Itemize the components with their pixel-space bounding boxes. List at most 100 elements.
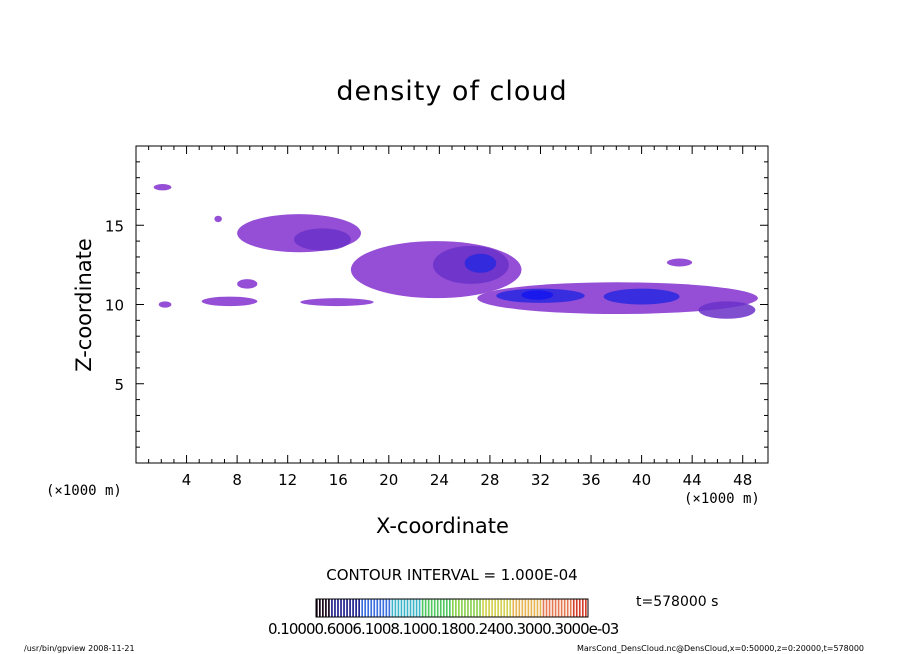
colorbar-stripe bbox=[575, 599, 578, 617]
time-label: t=578000 s bbox=[636, 594, 719, 610]
colorbar-stripe bbox=[503, 599, 506, 617]
colorbar-stripe bbox=[536, 599, 539, 617]
colorbar-stripe bbox=[458, 599, 460, 617]
cloud-region-3 bbox=[214, 215, 222, 223]
colorbar-stripe bbox=[364, 599, 367, 617]
cloud-region-0 bbox=[153, 184, 172, 191]
colorbar-stripe bbox=[400, 599, 403, 617]
colorbar-stripe bbox=[376, 599, 379, 617]
colorbar-stripe bbox=[424, 599, 427, 617]
x-tick-label: 4 bbox=[182, 471, 192, 489]
cloud-region-2 bbox=[201, 296, 258, 307]
colorbar-stripe bbox=[473, 599, 475, 617]
colorbar-stripe bbox=[476, 599, 478, 617]
colorbar-stripe bbox=[442, 599, 445, 617]
colorbar-stripe bbox=[584, 599, 587, 617]
colorbar-stripe bbox=[331, 599, 333, 617]
colorbar-tick-labels: 0.10000.6006.1008.1000.1800.2400.3000.30… bbox=[268, 620, 619, 638]
colorbar-stripe bbox=[412, 599, 415, 617]
chart-title: density of cloud bbox=[336, 76, 568, 107]
cloud-region-13 bbox=[521, 290, 554, 300]
colorbar-stripe bbox=[539, 599, 542, 617]
cloud-region-7 bbox=[300, 298, 374, 307]
colorbar-stripe bbox=[554, 599, 557, 617]
colorbar-stripe bbox=[406, 599, 409, 617]
colorbar-stripe bbox=[491, 599, 493, 617]
x-tick-label: 12 bbox=[278, 471, 297, 489]
colorbar-stripe bbox=[500, 599, 503, 617]
colorbar-stripe bbox=[340, 599, 342, 617]
colorbar-stripe bbox=[436, 599, 439, 617]
colorbar-stripe bbox=[566, 599, 569, 617]
cloud-region-16 bbox=[698, 301, 756, 319]
colorbar-stripe bbox=[358, 599, 360, 617]
colorbar-stripe bbox=[334, 599, 336, 617]
y-axis-unit-label: (×1000 m) bbox=[46, 483, 122, 499]
colorbar-stripe bbox=[316, 599, 318, 617]
colorbar-stripe bbox=[409, 599, 412, 617]
colorbar-stripe bbox=[319, 599, 321, 617]
cloud-region-6 bbox=[294, 228, 351, 251]
colorbar-stripe bbox=[482, 599, 484, 617]
colorbar-stripe bbox=[563, 599, 566, 617]
x-tick-label: 36 bbox=[581, 471, 600, 489]
colorbar-stripe bbox=[382, 599, 385, 617]
footer-source: MarsCond_DensCloud.nc@DensCloud,x=0:5000… bbox=[576, 644, 864, 653]
colorbar-stripe bbox=[391, 599, 394, 617]
colorbar-stripe bbox=[494, 599, 496, 617]
colorbar-stripe bbox=[394, 599, 397, 617]
x-axis-label: X-coordinate bbox=[376, 514, 509, 538]
colorbar-stripe bbox=[521, 599, 524, 617]
colorbar-stripe bbox=[439, 599, 442, 617]
colorbar-stripe bbox=[518, 599, 521, 617]
colorbar-stripe bbox=[388, 599, 391, 617]
colorbar-stripe bbox=[545, 599, 548, 617]
x-tick-label: 24 bbox=[430, 471, 449, 489]
colorbar-stripe bbox=[328, 599, 330, 617]
colorbar-stripe bbox=[355, 599, 357, 617]
colorbar-stripe bbox=[415, 599, 418, 617]
colorbar-stripe bbox=[427, 599, 430, 617]
colorbar-stripe bbox=[385, 599, 388, 617]
colorbar-stripe bbox=[551, 599, 554, 617]
colorbar-stripe bbox=[506, 599, 509, 617]
colorbar-stripe bbox=[379, 599, 382, 617]
cloud-region-14 bbox=[603, 288, 680, 305]
x-tick-label: 16 bbox=[329, 471, 348, 489]
colorbar-stripe bbox=[455, 599, 457, 617]
colorbar-stripe bbox=[418, 599, 421, 617]
colorbar bbox=[315, 598, 589, 618]
colorbar-stripe bbox=[397, 599, 400, 617]
colorbar-stripe bbox=[322, 599, 324, 617]
colorbar-stripe bbox=[542, 599, 545, 617]
x-tick-label: 8 bbox=[232, 471, 242, 489]
colorbar-stripe bbox=[421, 599, 424, 617]
x-tick-label: 40 bbox=[632, 471, 651, 489]
colorbar-stripe bbox=[548, 599, 551, 617]
colorbar-stripe bbox=[325, 599, 327, 617]
cloud-region-10 bbox=[464, 253, 497, 273]
y-tick-label: 5 bbox=[114, 376, 124, 394]
colorbar-stripe bbox=[569, 599, 572, 617]
colorbar-stripe bbox=[373, 599, 376, 617]
x-axis-unit-label: (×1000 m) bbox=[684, 491, 760, 507]
colorbar-stripe bbox=[349, 599, 351, 617]
x-tick-label: 20 bbox=[379, 471, 398, 489]
colorbar-stripe bbox=[497, 599, 499, 617]
x-tick-label: 32 bbox=[531, 471, 550, 489]
colorbar-stripe bbox=[557, 599, 560, 617]
y-tick-label: 10 bbox=[105, 297, 124, 315]
colorbar-stripe bbox=[467, 599, 469, 617]
colorbar-stripe bbox=[433, 599, 436, 617]
colorbar-stripe bbox=[464, 599, 466, 617]
colorbar-stripe bbox=[581, 599, 584, 617]
colorbar-stripe bbox=[445, 599, 448, 617]
colorbar-stripe bbox=[367, 599, 370, 617]
colorbar-stripe bbox=[352, 599, 354, 617]
colorbar-stripe bbox=[479, 599, 481, 617]
colorbar-stripe bbox=[578, 599, 581, 617]
colorbar-stripe bbox=[346, 599, 348, 617]
colorbar-stripe bbox=[452, 599, 454, 617]
